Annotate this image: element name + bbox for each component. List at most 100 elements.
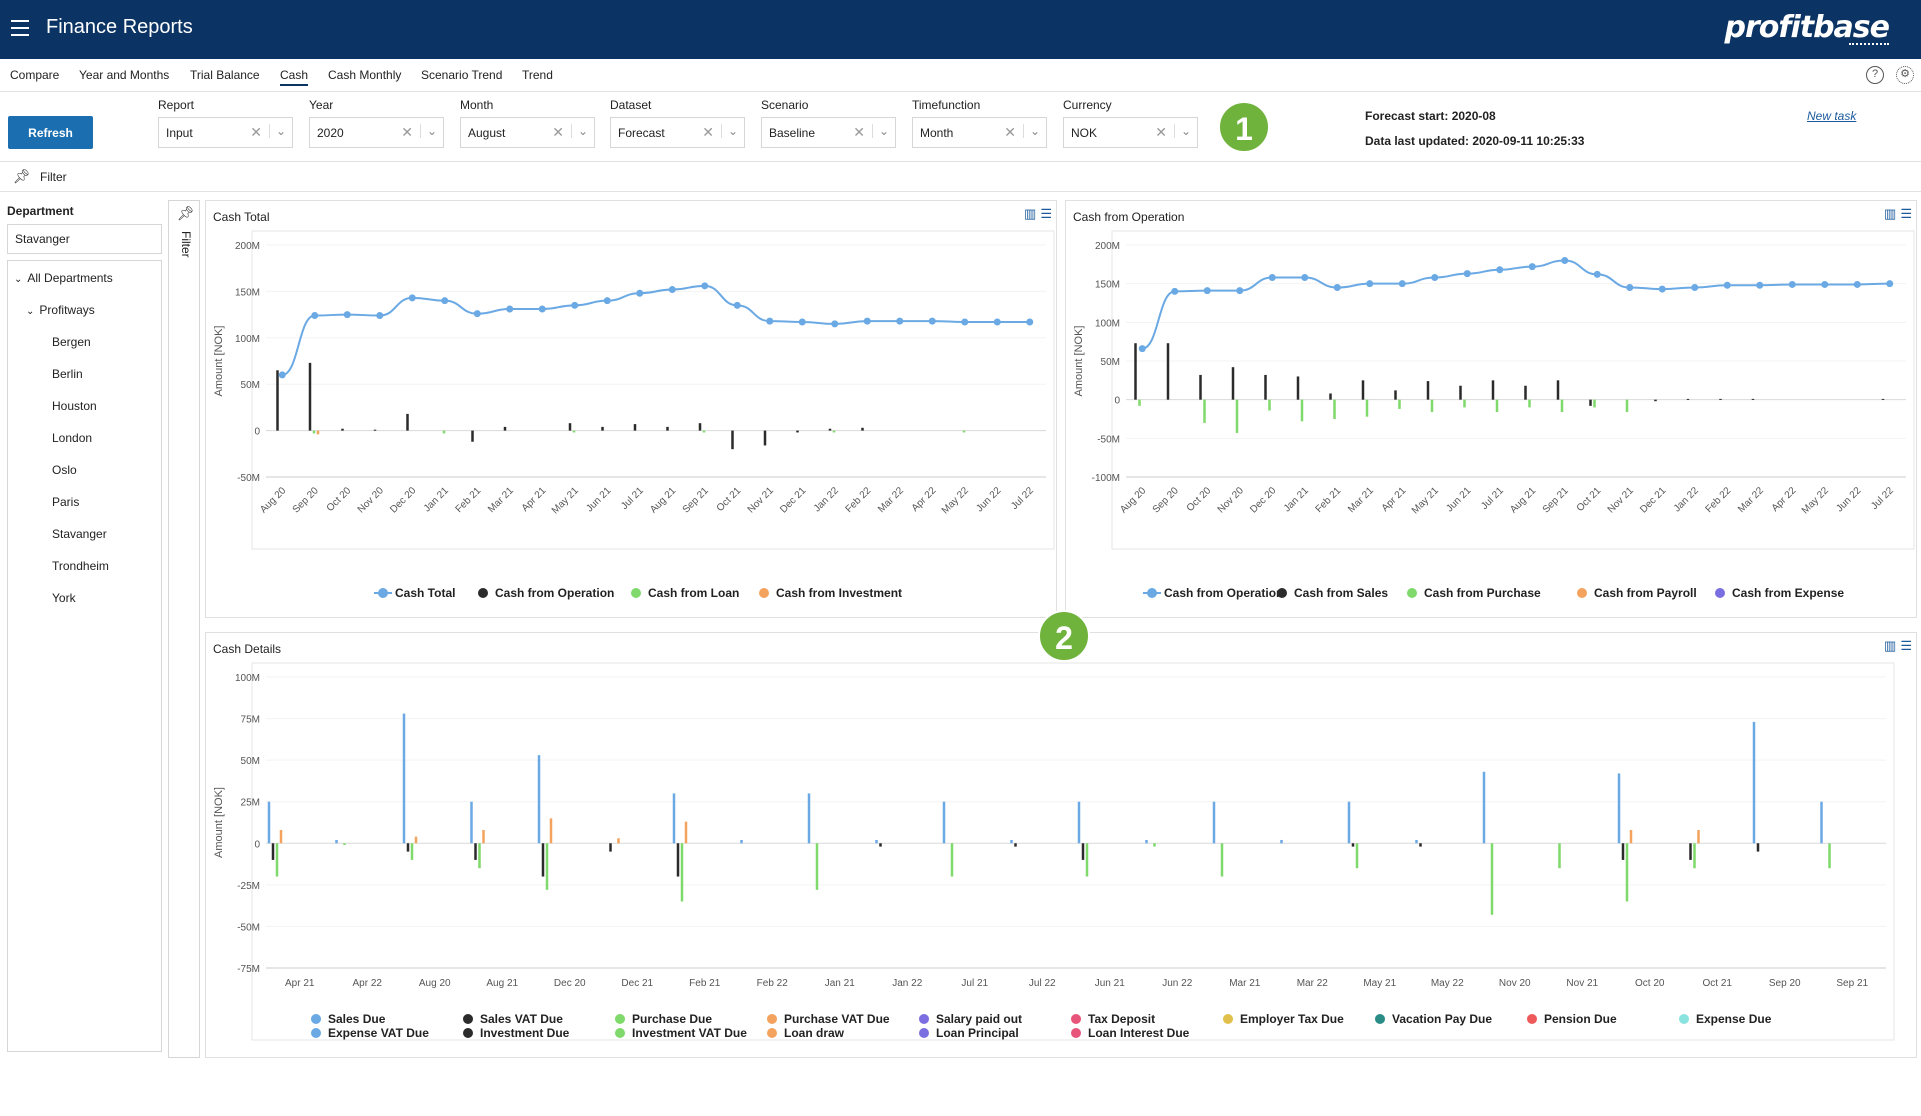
bar-cash-from-operation (406, 413, 409, 431)
tree-item-trondheim[interactable]: Trondheim (52, 559, 109, 573)
clear-icon[interactable]: ✕ (401, 124, 413, 140)
tree-item-berlin[interactable]: Berlin (52, 367, 83, 381)
x-tick-label: Sep 20 (291, 485, 321, 515)
clear-icon[interactable]: ✕ (853, 124, 865, 140)
tab-cash-monthly[interactable]: Cash Monthly (328, 68, 402, 82)
report-select[interactable]: Input ✕ ⌄ (158, 117, 293, 148)
clear-icon[interactable]: ✕ (250, 124, 262, 140)
chevron-down-icon[interactable]: ⌄ (720, 124, 738, 138)
filter-side-label[interactable]: Filter (179, 231, 193, 258)
dataset-select[interactable]: Forecast ✕ ⌄ (610, 117, 745, 148)
table-icon[interactable]: ☰ (1900, 206, 1912, 221)
menu-icon[interactable] (11, 20, 29, 36)
bar-purchase-vat-due (549, 818, 553, 844)
legend-item: Cash from Sales (1294, 586, 1388, 600)
bar-sales-due (1752, 721, 1756, 844)
tree-item-york[interactable]: York (52, 591, 76, 605)
cash-details-chart: 100M 75M 50M 25M 0 -25M -50M -75M Amount [NOK] Ap… (213, 662, 1895, 1041)
x-tick-label: Nov 21 (1566, 978, 1598, 989)
line-point (603, 297, 611, 305)
legend-marker (1577, 588, 1587, 598)
tree-item-bergen[interactable]: Bergen (52, 335, 91, 349)
x-tick-label: Mar 21 (1229, 978, 1261, 989)
chevron-down-icon[interactable]: ⌄ (1022, 124, 1040, 138)
bar-cash-from-sales (1264, 374, 1267, 400)
y-tick-label: 150M (235, 287, 260, 298)
legend-item: Cash from Expense (1732, 586, 1844, 600)
chevron-down-icon[interactable]: ⌄ (1173, 124, 1191, 138)
month-select[interactable]: August ✕ ⌄ (460, 117, 595, 148)
table-icon[interactable]: ☰ (1900, 638, 1912, 653)
y-tick-label: -100M (1092, 473, 1120, 484)
currency-label: Currency (1063, 98, 1112, 112)
legend-item: Pension Due (1544, 1012, 1617, 1026)
legend-item: Cash from Purchase (1424, 586, 1541, 600)
tree-item-all-departments[interactable]: ⌄ All Departments (14, 271, 113, 285)
line-point (1593, 270, 1601, 278)
x-tick-label: Jun 22 (974, 485, 1003, 514)
chart-view-toggle: ▥ ☰ (1880, 206, 1912, 222)
clear-icon[interactable]: ✕ (1155, 124, 1167, 140)
bar-cash-from-loan (442, 430, 446, 434)
tab-cash[interactable]: Cash (280, 68, 309, 86)
bar-purchase-due (680, 843, 684, 902)
legend-item: Sales VAT Due (480, 1012, 563, 1026)
bar-sales-vat-due (1351, 843, 1355, 847)
clear-icon[interactable]: ✕ (1004, 124, 1016, 140)
filter-label[interactable]: Filter (40, 170, 67, 184)
table-icon[interactable]: ☰ (1040, 206, 1052, 221)
year-select[interactable]: 2020 ✕ ⌄ (309, 117, 444, 148)
refresh-button[interactable]: Refresh (8, 116, 93, 149)
bar-cash-from-sales (1556, 380, 1560, 400)
bar-chart-icon[interactable]: ▥ (1884, 638, 1897, 653)
clear-icon[interactable]: ✕ (552, 124, 564, 140)
help-icon[interactable]: ? (1866, 66, 1884, 84)
chevron-down-icon[interactable]: ⌄ (419, 124, 437, 138)
pin-icon[interactable]: 📌︎ (177, 205, 195, 221)
tree-item-london[interactable]: London (52, 431, 93, 445)
department-input[interactable]: Stavanger (7, 224, 162, 254)
tree-item-profitways[interactable]: ⌄ Profitways (26, 303, 95, 317)
bar-sales-vat-due (609, 843, 612, 852)
bar-cash-from-operation (698, 423, 702, 431)
legend-marker (1375, 1014, 1385, 1024)
x-tick-label: Feb 21 (689, 978, 721, 989)
bar-sales-vat-due (474, 843, 477, 860)
legend-marker (759, 588, 769, 598)
tab-trend[interactable]: Trend (522, 68, 553, 82)
bar-sales-due (740, 839, 743, 844)
scenario-select[interactable]: Baseline ✕ ⌄ (761, 117, 896, 148)
bar-cash-from-purchase (1625, 399, 1629, 413)
legend-marker (1277, 588, 1287, 598)
new-task-link[interactable]: New task (1807, 109, 1857, 123)
pin-icon[interactable]: 📌︎ (13, 168, 31, 184)
chevron-down-icon[interactable]: ⌄ (26, 306, 35, 317)
x-tick-label: Dec 20 (388, 485, 418, 515)
bar-cash-from-purchase (1560, 399, 1564, 413)
bar-sales-vat-due (1081, 843, 1085, 860)
tree-item-stavanger[interactable]: Stavanger (52, 527, 107, 541)
tree-item-oslo[interactable]: Oslo (52, 463, 77, 477)
tree-item-paris[interactable]: Paris (52, 495, 80, 509)
tree-item-houston[interactable]: Houston (52, 399, 97, 413)
x-tick-label: Jan 22 (812, 485, 841, 514)
settings-gear-icon[interactable]: ⚙ (1896, 66, 1914, 84)
tab-year-and-months[interactable]: Year and Months (79, 68, 170, 82)
bar-cash-from-sales (1199, 374, 1202, 400)
chevron-down-icon[interactable]: ⌄ (268, 124, 286, 138)
chevron-down-icon[interactable]: ⌄ (14, 274, 23, 285)
tab-scenario-trend[interactable]: Scenario Trend (421, 68, 503, 82)
timefunction-select[interactable]: Month ✕ ⌄ (912, 117, 1047, 148)
legend-item: Vacation Pay Due (1392, 1012, 1492, 1026)
bar-cash-from-operation (666, 426, 669, 431)
chevron-down-icon[interactable]: ⌄ (570, 124, 588, 138)
tab-compare[interactable]: Compare (10, 68, 60, 82)
bar-chart-icon[interactable]: ▥ (1024, 206, 1037, 221)
tab-trial-balance[interactable]: Trial Balance (190, 68, 260, 82)
bar-chart-icon[interactable]: ▥ (1884, 206, 1897, 221)
chevron-down-icon[interactable]: ⌄ (871, 124, 889, 138)
currency-select[interactable]: NOK ✕ ⌄ (1063, 117, 1198, 148)
line-point (1626, 284, 1634, 292)
clear-icon[interactable]: ✕ (702, 124, 714, 140)
department-sidebar: Department Stavanger ⌄ All Departments ⌄ P… (7, 200, 162, 1052)
